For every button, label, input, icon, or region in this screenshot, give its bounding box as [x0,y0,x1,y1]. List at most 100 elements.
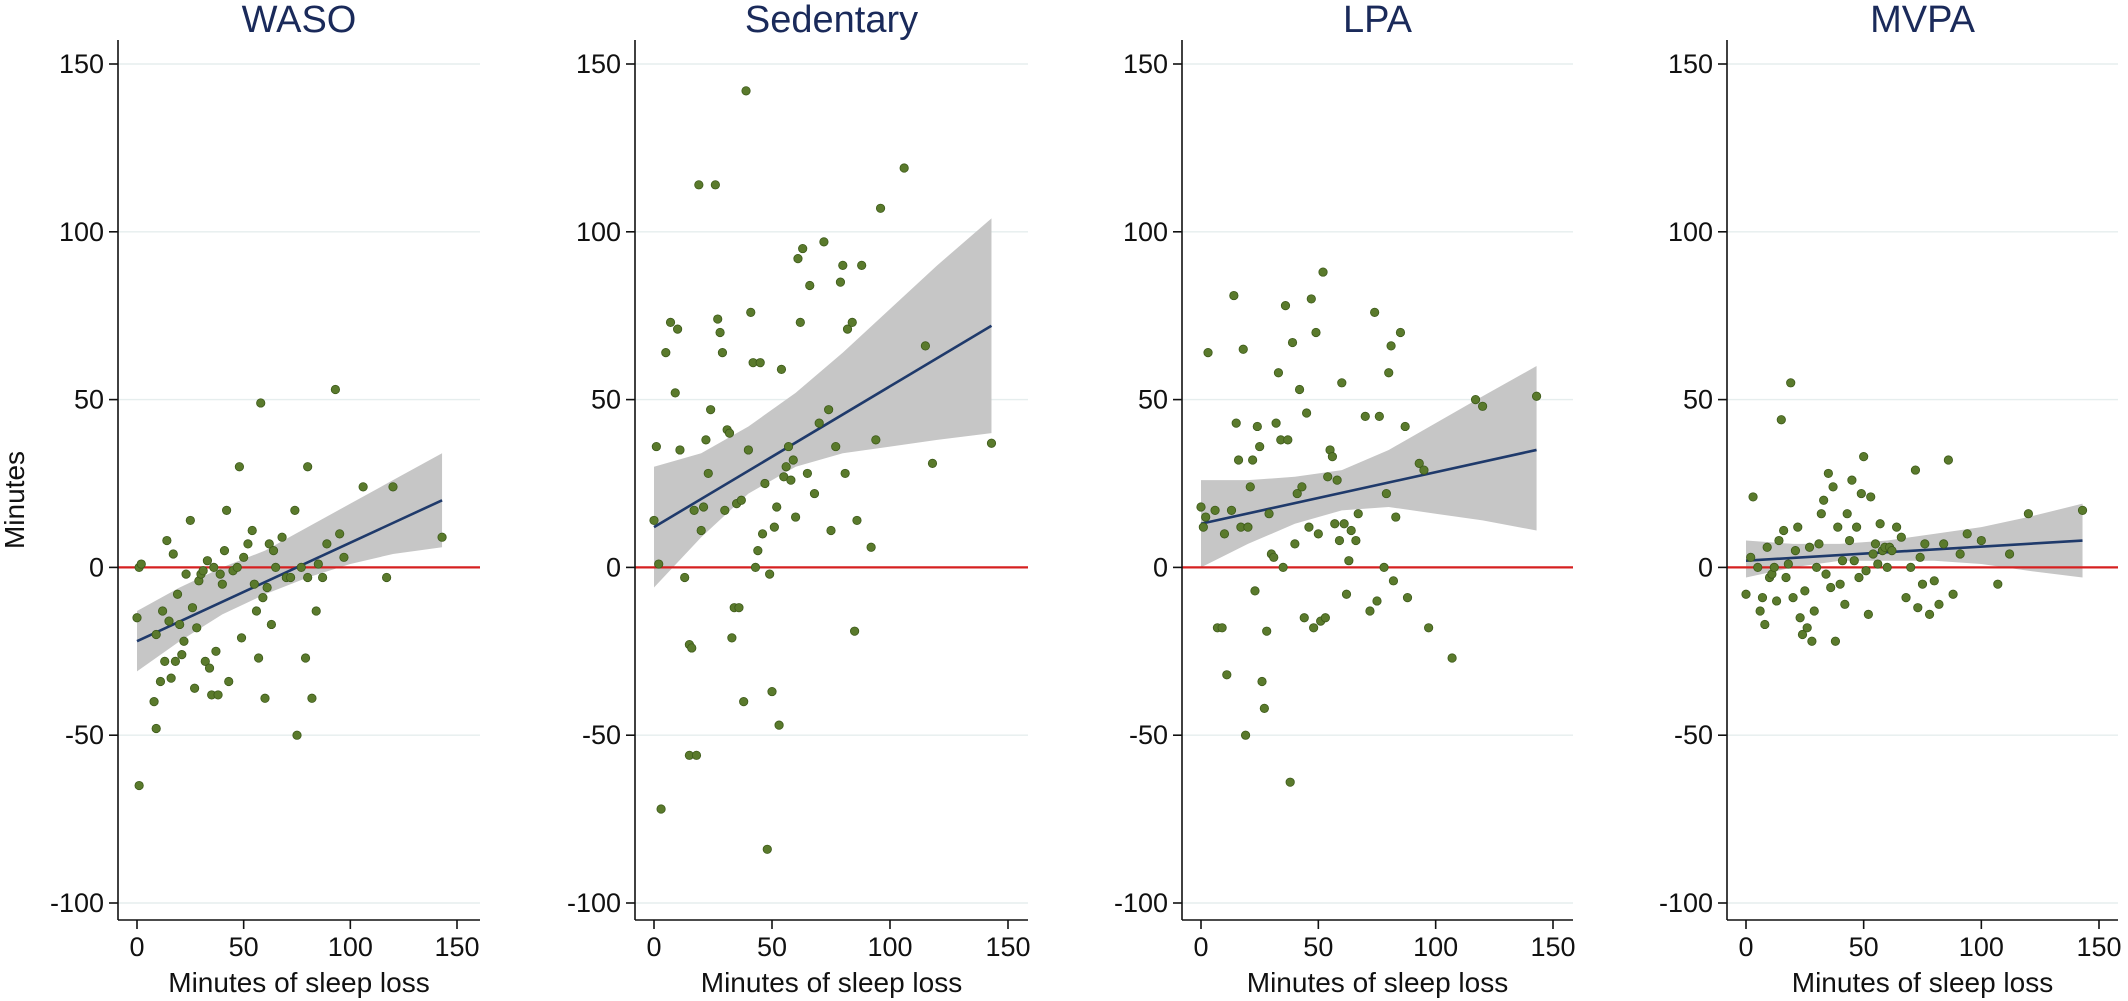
data-point [1327,452,1338,462]
data-point [1330,519,1340,529]
data-point [706,405,716,415]
data-point [715,327,725,338]
data-point [1470,394,1481,405]
data-point [786,475,796,485]
data-point [826,525,836,536]
y-tick-label: 150 [1123,49,1168,79]
x-tick-label: 150 [1530,932,1575,962]
y-tick-label: 100 [59,217,104,247]
data-point [209,562,219,573]
data-point [211,646,221,656]
data-point [1304,522,1314,532]
data-point [755,358,765,368]
data-point [243,539,253,549]
data-point [1414,458,1424,468]
data-point [1283,435,1293,445]
data-point [1381,488,1391,499]
data-point [160,656,170,666]
figure-y-axis-label: Minutes [0,451,30,549]
x-axis-label: Minutes of sleep loss [1247,967,1508,998]
data-point [1781,572,1791,583]
panel-title: MVPA [1870,0,1976,41]
data-point [1906,562,1916,573]
data-point [1859,452,1869,462]
data-point [239,552,249,562]
data-point [204,663,215,673]
y-tick-label: -50 [1674,720,1713,750]
data-point [727,633,737,643]
data-point [219,546,230,556]
data-point [339,552,349,562]
data-point [1861,566,1871,576]
data-point [680,572,690,583]
data-point [1762,542,1772,552]
data-point [1402,593,1413,603]
data-point [1278,562,1288,573]
data-point [1384,368,1394,378]
data-point [852,515,862,526]
confidence-band [654,218,992,588]
data-point [776,364,787,374]
data-point [1332,475,1342,485]
data-point [696,525,706,536]
data-point [1943,455,1953,465]
data-point [1346,525,1356,536]
data-point [736,495,746,505]
data-point [1365,606,1375,616]
data-point [1852,522,1862,532]
data-point [1774,535,1784,546]
x-tick-label: 150 [434,932,479,962]
data-point [746,307,756,317]
data-point [1955,549,1965,559]
data-point [1419,465,1429,475]
y-tick-label: 50 [591,385,621,415]
data-point [358,482,368,492]
x-tick-label: 0 [1193,932,1208,962]
data-point [986,438,997,448]
data-point [1309,623,1319,633]
data-point [1812,562,1822,573]
y-tick-label: -100 [567,888,621,918]
data-point [1786,378,1796,388]
data-point [307,693,317,703]
data-point [1302,408,1312,418]
data-point [713,314,723,324]
data-point [703,468,713,479]
data-point [757,529,768,539]
data-point [1748,492,1758,502]
x-axis-label: Minutes of sleep loss [1792,967,2053,998]
data-point [1793,522,1803,532]
data-point [670,388,680,398]
data-point [1873,559,1883,569]
data-point [1760,619,1770,630]
data-point [335,529,345,539]
data-point [783,441,794,452]
data-point [1318,267,1328,277]
data-point [1833,522,1843,532]
data-point [661,348,671,358]
data-point [198,566,208,576]
data-point [162,535,172,546]
data-point [1790,546,1801,556]
data-point [793,254,803,264]
data-point [388,482,398,492]
data-point [311,606,321,616]
data-point [835,277,846,287]
data-point [774,720,784,730]
data-point [1826,582,1836,593]
data-point [1795,613,1805,623]
data-point [675,445,685,455]
data-point [2004,549,2015,559]
data-point [1802,623,1812,633]
y-tick-label: -100 [1659,888,1713,918]
y-tick-label: -50 [65,720,104,750]
data-point [170,656,180,666]
data-point [1259,703,1269,713]
data-point [1240,730,1251,740]
data-point [1840,599,1850,609]
data-point [1870,539,1881,549]
data-point [1816,509,1826,519]
data-point [1339,519,1349,529]
data-point [1290,539,1300,549]
